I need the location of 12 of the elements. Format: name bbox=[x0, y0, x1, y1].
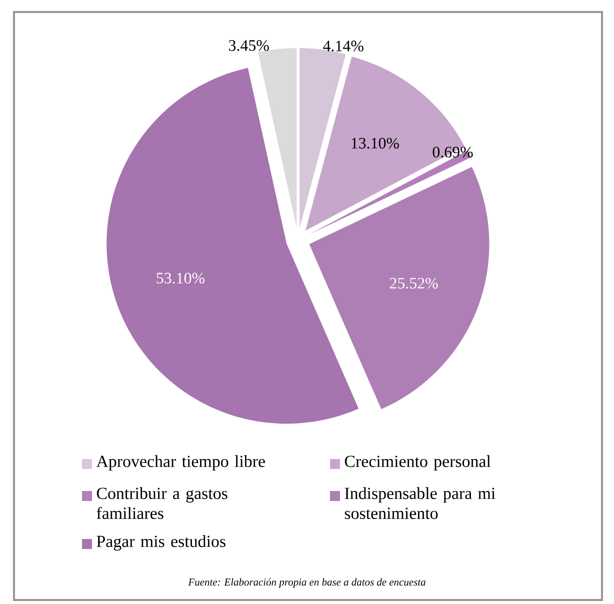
data-label: 13.10% bbox=[352, 138, 399, 149]
legend-label: Indispensable para mi sostenimiento bbox=[344, 487, 496, 520]
legend-label: Crecimiento personal bbox=[344, 455, 491, 471]
data-label: 4.14% bbox=[323, 40, 364, 52]
source-note: Fuente: Elaboración propia en base a datos de encuesta bbox=[188, 578, 426, 588]
data-label: 53.10% bbox=[156, 272, 204, 284]
data-label: 3.45% bbox=[229, 40, 269, 51]
legend-label: Pagar mis estudios bbox=[96, 535, 226, 551]
legend-label: Contribuir a gastos familiares bbox=[96, 487, 228, 520]
legend-label: Aprovechar tiempo libre bbox=[96, 455, 265, 471]
data-label: 0.69% bbox=[432, 146, 473, 158]
data-label: 25.52% bbox=[390, 278, 438, 289]
